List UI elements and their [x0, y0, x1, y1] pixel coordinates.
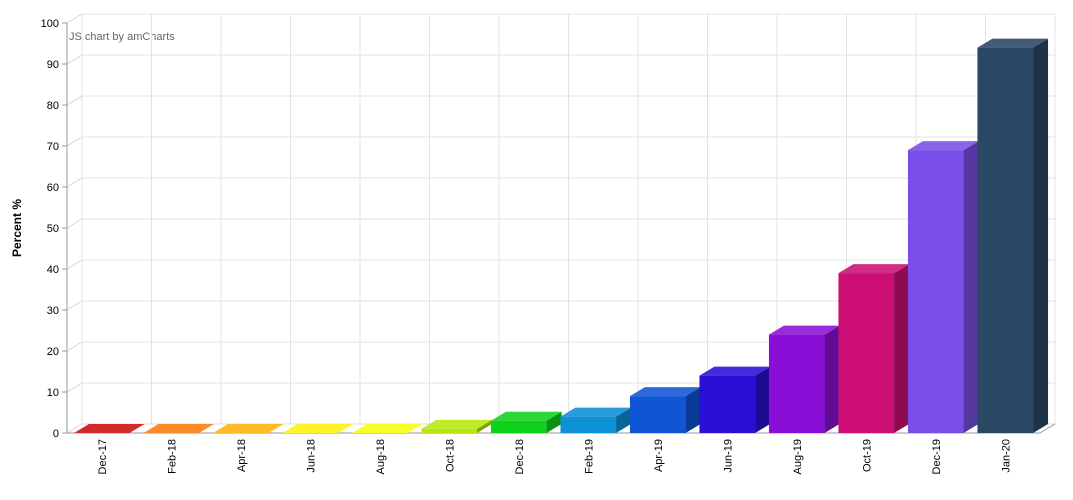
y-tick-label: 30	[47, 305, 59, 317]
y-grid-depth-line	[66, 54, 83, 65]
y-tick-label: 60	[47, 182, 59, 194]
bar[interactable]	[351, 424, 423, 433]
x-tick-label: Dec-19	[931, 439, 943, 474]
bar-top	[73, 424, 145, 433]
x-tick-label: Oct-19	[861, 439, 873, 472]
x-tick-label: Jun-18	[305, 439, 317, 473]
y-grid-depth-line	[66, 300, 83, 311]
y-tick-label: 0	[53, 428, 59, 440]
y-grid-depth-line	[66, 218, 83, 229]
x-tick-label: Feb-18	[166, 439, 178, 474]
bar-top	[699, 366, 771, 376]
bar[interactable]	[560, 407, 632, 433]
x-tick-label: Apr-18	[236, 439, 248, 472]
bar-front	[560, 416, 617, 433]
bar-side	[824, 325, 840, 433]
y-tick-label: 50	[47, 223, 59, 235]
bar-top	[212, 424, 284, 433]
bar-side	[894, 264, 910, 433]
bar-front	[907, 150, 964, 433]
x-tick-label: Jan-20	[1000, 439, 1012, 473]
bar-side	[755, 366, 771, 433]
bar-front	[629, 396, 686, 433]
y-grid-depth-line	[66, 13, 83, 24]
x-tick-label: Dec-18	[514, 439, 526, 474]
bars	[73, 38, 1049, 433]
bar[interactable]	[73, 424, 145, 433]
bar[interactable]	[768, 325, 840, 433]
bar-front	[699, 375, 756, 433]
y-grid-depth-line	[66, 136, 83, 147]
bar[interactable]	[838, 264, 910, 433]
bar-top	[838, 264, 910, 274]
y-grid-depth-line	[66, 259, 83, 270]
y-tick-label: 40	[47, 264, 59, 276]
y-tick-label: 70	[47, 141, 59, 153]
x-tick-label: Apr-19	[653, 439, 665, 472]
x-tick-labels: Dec-17 Feb-18 Apr-18 Jun-18 Aug-18 Oct-18 Dec-…	[97, 439, 1013, 474]
bar-top	[907, 141, 979, 151]
bar-front	[977, 47, 1034, 433]
bar[interactable]	[699, 366, 771, 433]
bar-top	[282, 424, 354, 433]
y-grid-depth-line	[66, 95, 83, 106]
x-tick-label: Aug-19	[792, 439, 804, 474]
bar[interactable]	[977, 38, 1049, 433]
bar-front	[768, 334, 825, 433]
bar-top	[421, 419, 493, 429]
bar[interactable]	[421, 419, 493, 433]
y-tick-label: 100	[41, 18, 59, 30]
y-tick-label: 10	[47, 387, 59, 399]
x-tick-label: Aug-18	[375, 439, 387, 474]
bar-front	[838, 273, 895, 433]
bar-top	[560, 407, 632, 417]
x-tick-label: Dec-17	[97, 439, 109, 474]
bar-side	[963, 141, 979, 433]
bar-top	[143, 424, 215, 433]
bar[interactable]	[212, 424, 284, 433]
bar[interactable]	[282, 424, 354, 433]
bar-top	[351, 424, 423, 433]
y-tick-labels: 0 10 20 30 40 50 60 70 80 90 100	[41, 18, 59, 440]
bar-top	[629, 387, 701, 397]
bar[interactable]	[143, 424, 215, 433]
y-axis-title: Percent %	[10, 199, 24, 257]
bar-top	[768, 325, 840, 335]
x-tick-label: Oct-18	[444, 439, 456, 472]
bar-side	[546, 411, 562, 433]
x-tick-label: Feb-19	[583, 439, 595, 474]
y-tick-label: 20	[47, 346, 59, 358]
bar-side	[616, 407, 632, 433]
bar-front	[421, 428, 478, 433]
y-grid-depth-line	[66, 382, 83, 393]
x-axis-depth-line	[1039, 423, 1056, 434]
bar[interactable]	[490, 411, 562, 433]
chart-credit[interactable]: JS chart by amCharts	[69, 31, 175, 43]
x-tick-label: Jun-19	[722, 439, 734, 473]
y-grid-depth-line	[66, 341, 83, 352]
bar-top	[977, 38, 1049, 48]
y-tick-label: 80	[47, 100, 59, 112]
bar-side	[477, 419, 493, 433]
bar-top	[490, 411, 562, 421]
bar-front	[490, 420, 547, 433]
bar-side	[1033, 38, 1049, 433]
y-tick-label: 90	[47, 59, 59, 71]
bar[interactable]	[629, 387, 701, 433]
bar-side	[685, 387, 701, 433]
bar[interactable]	[907, 141, 979, 433]
y-grid-depth-line	[66, 177, 83, 188]
